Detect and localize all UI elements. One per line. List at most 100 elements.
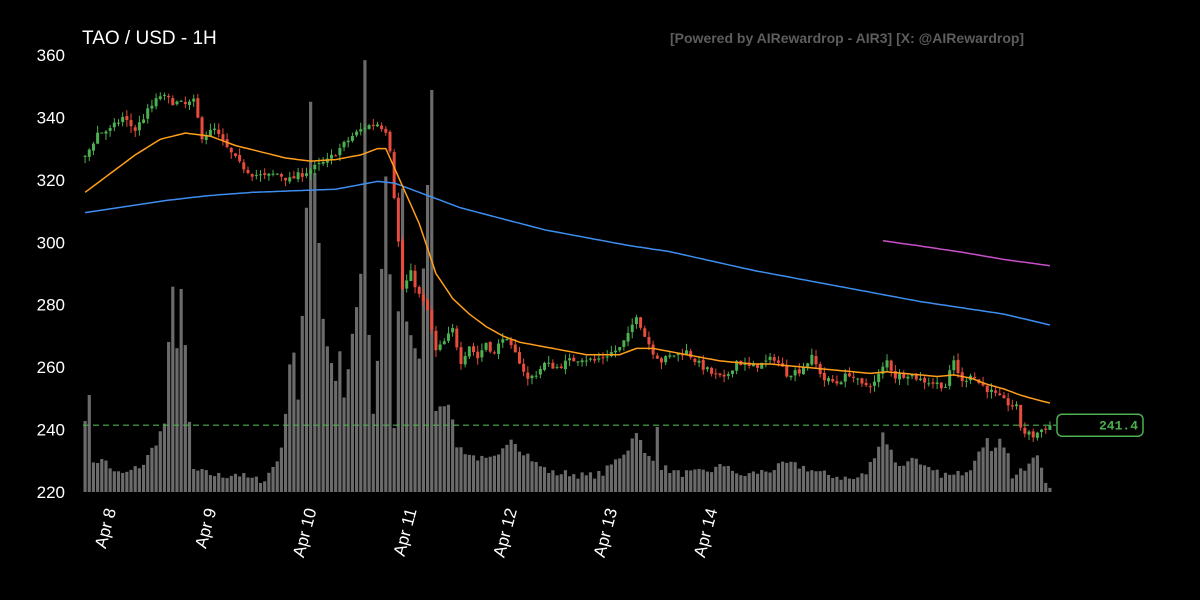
- volume-bar: [822, 470, 826, 492]
- candlestick: [346, 136, 350, 148]
- candlestick: [526, 366, 530, 386]
- candlestick: [605, 350, 609, 362]
- candle-body: [651, 344, 655, 355]
- candle-body: [338, 148, 342, 156]
- x-tick-label: Apr 10: [289, 506, 320, 559]
- candlestick: [334, 154, 338, 157]
- volume-bar: [588, 472, 593, 492]
- candlestick: [409, 263, 413, 282]
- moving-average-lines: [84, 132, 1051, 404]
- volume-bar: [772, 470, 776, 492]
- volume-bar: [764, 471, 768, 492]
- candle-body: [973, 376, 977, 379]
- candlestick: [910, 374, 914, 380]
- candlestick: [705, 366, 709, 372]
- candlestick: [643, 325, 647, 337]
- candle-body: [179, 100, 183, 102]
- volume-bar: [313, 173, 317, 492]
- candle-body: [380, 125, 384, 130]
- candle-body: [881, 366, 885, 374]
- candle-body: [605, 356, 609, 358]
- candle-body: [100, 132, 104, 134]
- volume-bar: [1010, 478, 1014, 492]
- candlestick: [768, 353, 772, 365]
- candle-body: [760, 362, 764, 369]
- candlestick: [618, 347, 622, 353]
- candle-body: [83, 155, 87, 157]
- candlestick: [451, 324, 455, 337]
- candle-body: [375, 124, 379, 127]
- candle-body: [831, 379, 835, 382]
- candle-body: [530, 375, 534, 379]
- candlestick: [547, 355, 551, 368]
- candle-body: [96, 132, 100, 144]
- candle-body: [1048, 425, 1052, 430]
- volume-bar: [522, 455, 526, 492]
- candlestick: [213, 123, 217, 135]
- candle-body: [943, 386, 947, 388]
- volume-bar: [1002, 447, 1006, 492]
- volume-bar: [87, 395, 91, 492]
- volume-bar: [254, 476, 258, 492]
- candlestick: [188, 99, 192, 110]
- candle-body: [405, 280, 409, 289]
- volume-bar: [860, 473, 864, 492]
- candlestick: [614, 345, 618, 358]
- candlestick: [856, 377, 860, 385]
- candlestick: [555, 363, 559, 370]
- candle-body: [104, 131, 108, 134]
- candlestick: [847, 367, 851, 378]
- candlestick: [1044, 425, 1048, 434]
- candle-body: [956, 359, 960, 374]
- volume-bar: [1023, 470, 1027, 492]
- volume-bar: [580, 472, 584, 492]
- volume-bar: [417, 358, 421, 492]
- volume-bar: [1039, 467, 1044, 492]
- candle-body: [417, 287, 421, 294]
- candle-body: [559, 366, 563, 369]
- candle-body: [208, 129, 212, 137]
- volume-bar: [150, 447, 154, 492]
- candlestick: [254, 169, 258, 180]
- volume-bar: [167, 341, 171, 492]
- candlestick: [321, 157, 325, 166]
- candlestick: [693, 357, 697, 366]
- y-tick-label: 280: [37, 296, 65, 315]
- volume-bar: [718, 464, 722, 492]
- candlestick: [710, 366, 714, 377]
- volume-bar: [371, 413, 375, 492]
- candle-body: [309, 169, 313, 174]
- candle-body: [939, 382, 943, 389]
- candlestick: [238, 148, 242, 164]
- candle-body: [538, 368, 542, 375]
- candle-body: [601, 357, 605, 359]
- candle-body: [927, 383, 931, 385]
- candle-body: [822, 372, 826, 381]
- volume-bar: [212, 476, 217, 492]
- candlestick: [898, 369, 902, 386]
- candle-body: [313, 164, 317, 170]
- candle-body: [797, 369, 801, 374]
- candle-body: [158, 96, 162, 99]
- volume-bar: [384, 176, 388, 492]
- candlestick: [1002, 391, 1006, 399]
- candle-body: [964, 380, 968, 382]
- candle-body: [543, 362, 547, 370]
- candlestick: [171, 95, 175, 106]
- candlestick: [576, 361, 580, 366]
- candlestick: [484, 342, 488, 352]
- candlestick: [534, 370, 538, 379]
- volume-bar: [952, 474, 956, 492]
- volume-bar: [897, 465, 902, 492]
- volume-bar: [852, 479, 856, 492]
- candle-body: [622, 340, 626, 347]
- candle-body: [442, 341, 446, 345]
- volume-bar: [438, 406, 442, 492]
- candle-body: [217, 129, 221, 135]
- candlestick: [384, 126, 388, 136]
- candlestick: [538, 365, 542, 379]
- candlestick: [881, 362, 885, 379]
- candle-body: [196, 98, 200, 118]
- volume-bar: [659, 470, 664, 492]
- candle-body: [1019, 404, 1023, 428]
